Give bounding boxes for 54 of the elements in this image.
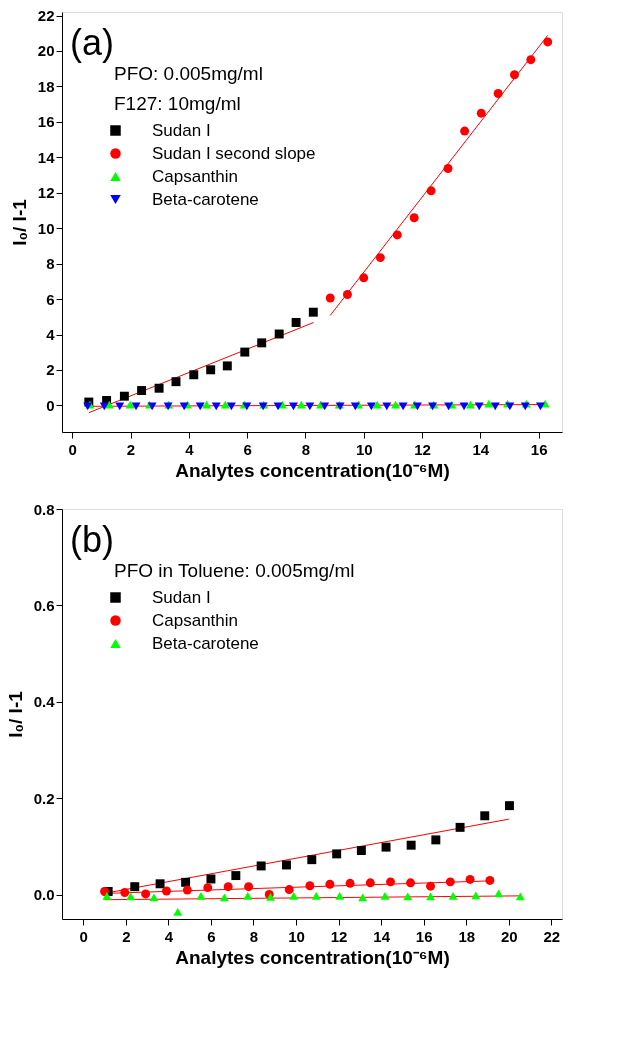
x-tick-label: 10 [355, 440, 373, 458]
x-tick-label: 16 [415, 927, 433, 945]
y-tick-label: 20 [37, 42, 55, 60]
y-axis-title: I₀/ I-1 [8, 198, 30, 246]
x-tick-label: 0 [79, 927, 88, 945]
x-tick-label: 12 [414, 440, 431, 458]
x-tick-label: 8 [301, 440, 311, 458]
y-tick-label: 4 [46, 326, 56, 344]
x-tick-label: 8 [249, 927, 259, 945]
annotation: (b) [70, 519, 114, 560]
y-axis-title: I₀/ I-1 [4, 690, 26, 738]
y-tick-label: 18 [37, 77, 55, 95]
legend-label: Sudan I [152, 587, 211, 607]
y-tick-label: 22 [37, 7, 55, 25]
x-axis-title: Analytes concentration(10⁻⁶M) [175, 459, 450, 481]
x-tick-label: 14 [373, 927, 391, 945]
y-tick-label: 2 [46, 361, 55, 379]
x-axis-title: Analytes concentration(10⁻⁶M) [175, 946, 450, 968]
legend-label: Sudan I [152, 120, 211, 140]
x-tick-label: 4 [164, 927, 174, 945]
y-tick-label: 0.6 [33, 596, 55, 614]
legend-label: Sudan I second slope [152, 143, 316, 163]
y-tick-label: 14 [37, 148, 56, 166]
y-tick-label: 16 [37, 113, 55, 131]
x-tick-label: 4 [185, 440, 195, 458]
x-tick-label: 14 [472, 440, 490, 458]
x-tick-label: 6 [207, 927, 216, 945]
annotation: PFO in Toluene: 0.005mg/ml [114, 560, 355, 581]
y-tick-label: 0.8 [33, 500, 55, 518]
x-tick-label: 22 [543, 927, 561, 945]
legend-label: Capsanthin [152, 610, 239, 630]
y-tick-label: 0.2 [33, 789, 55, 807]
y-tick-label: 6 [46, 290, 55, 308]
x-tick-label: 0 [68, 440, 77, 458]
x-tick-label: 18 [458, 927, 476, 945]
y-tick-label: 0.4 [33, 693, 56, 711]
x-tick-label: 2 [126, 440, 136, 458]
x-tick-label: 16 [530, 440, 548, 458]
y-tick-label: 10 [37, 219, 55, 237]
y-tick-label: 12 [37, 184, 55, 202]
legend-label: Beta-carotene [152, 189, 259, 209]
annotation: PFO: 0.005mg/ml [114, 63, 263, 84]
y-tick-label: 8 [46, 255, 55, 273]
annotation: (a) [70, 22, 114, 63]
x-tick-label: 2 [122, 927, 131, 945]
x-tick-label: 6 [243, 440, 252, 458]
legend-label: Capsanthin [152, 166, 239, 186]
x-tick-label: 12 [330, 927, 348, 945]
x-tick-label: 10 [288, 927, 305, 945]
legend-label: Beta-carotene [152, 633, 259, 653]
x-tick-label: 20 [500, 927, 518, 945]
annotation: F127: 10mg/ml [114, 93, 241, 114]
y-tick-label: 0.0 [33, 886, 55, 904]
y-tick-label: 0 [46, 396, 55, 414]
